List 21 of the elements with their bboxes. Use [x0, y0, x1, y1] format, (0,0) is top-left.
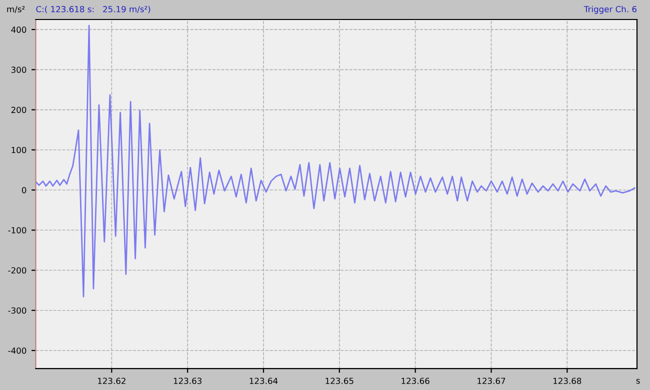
x-tick-label: 123.62	[98, 378, 126, 384]
x-tick-label: 123.64	[250, 378, 278, 384]
text: C:( 123.618 s: 25.19 m/s²)	[36, 6, 150, 14]
x-tick-label: 123.65	[326, 378, 354, 384]
text: Trigger Ch. 6	[584, 6, 636, 14]
x-tick-label: 123.66	[402, 378, 430, 384]
y-tick-label: -400	[8, 347, 26, 354]
y-axis-title: m/s²	[7, 6, 25, 13]
line-series	[36, 24, 636, 298]
y-tick-label: 300	[11, 66, 26, 73]
y-tick-label: 0	[22, 186, 26, 194]
y-tick-label: -300	[8, 307, 26, 314]
y-tick-label: 400	[11, 26, 26, 33]
y-tick-label: 100	[12, 146, 26, 154]
x-tick-label: 123.67	[478, 378, 506, 384]
x-tick-label: 123.68	[553, 378, 582, 384]
y-tick-label: 200	[11, 106, 26, 114]
y-tick-label: -200	[8, 267, 26, 274]
y-tick-label: -100	[8, 227, 26, 234]
x-tick-label: 123.63	[174, 378, 202, 384]
x-axis-title: s	[636, 378, 640, 384]
